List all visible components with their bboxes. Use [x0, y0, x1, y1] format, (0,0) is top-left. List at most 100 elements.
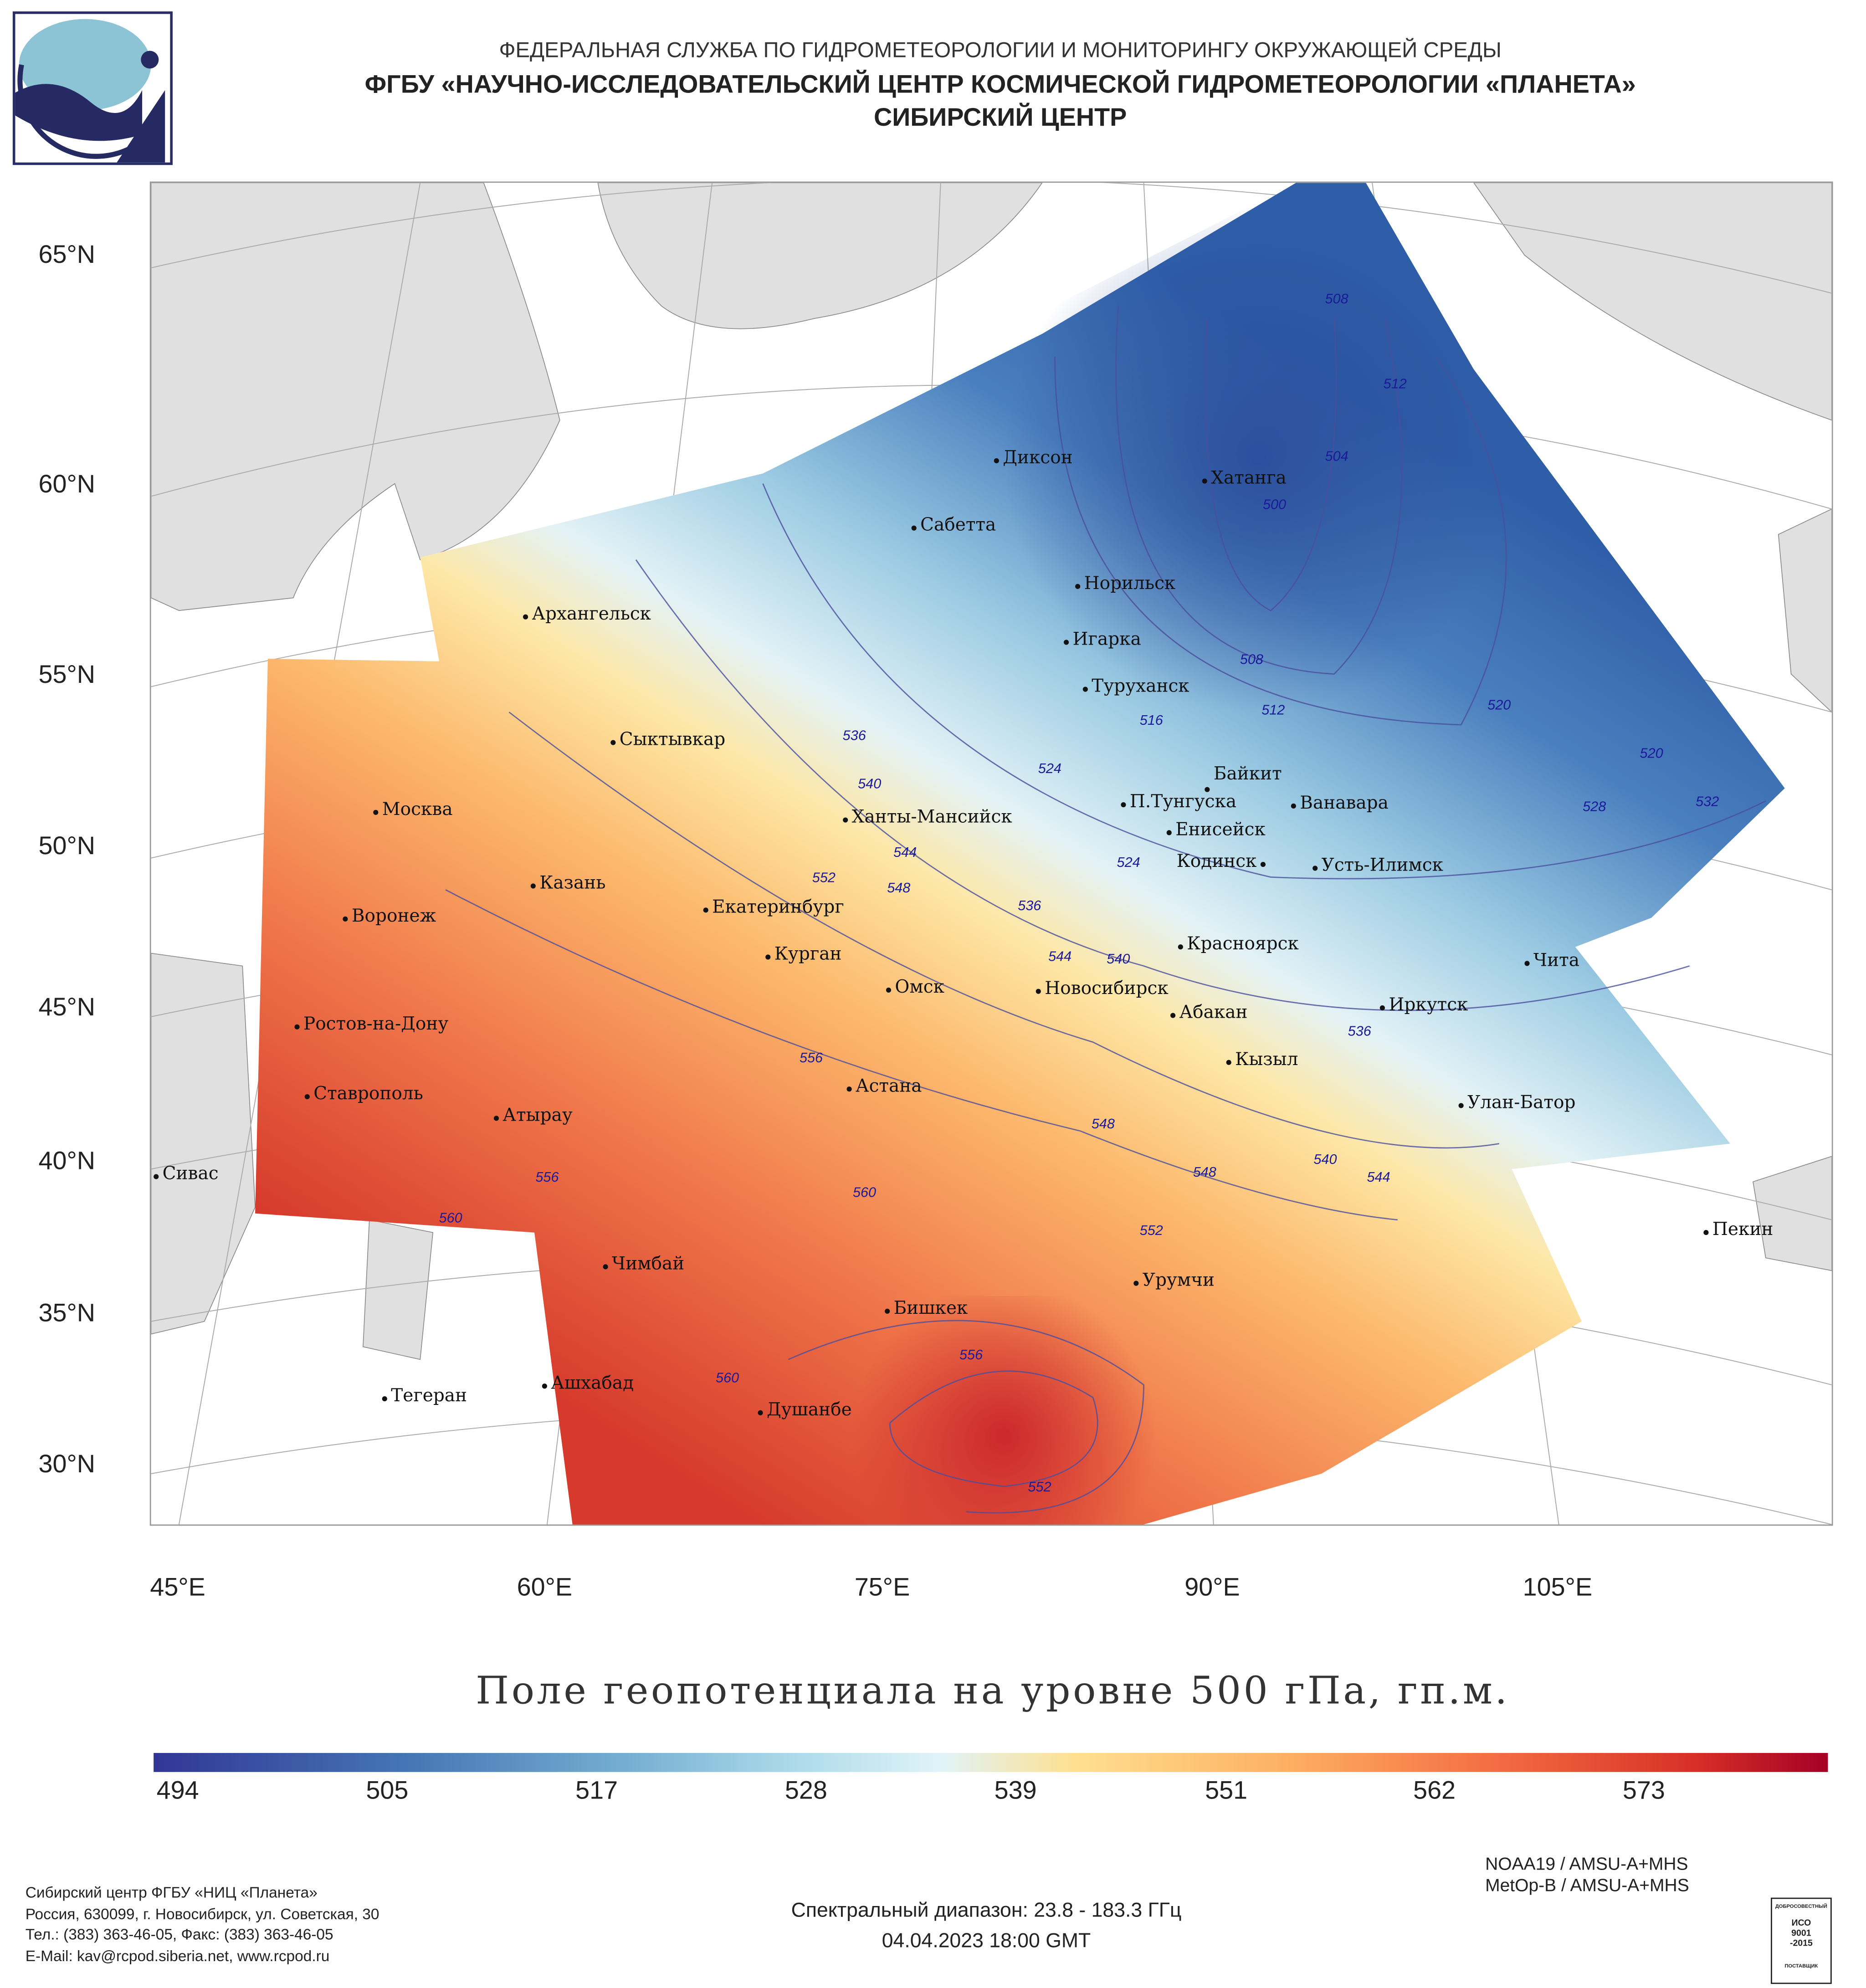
city-label: Ханты-Мансийск	[851, 807, 1012, 828]
planeta-logo	[12, 11, 173, 165]
city-label: Кызыл	[1235, 1050, 1298, 1070]
city-marker	[765, 954, 771, 960]
city-label: Улан-Батор	[1467, 1093, 1576, 1113]
land-masses	[151, 183, 1832, 1360]
lat-label: 35°N	[38, 1300, 95, 1328]
contour-label: 512	[1261, 702, 1285, 718]
colorbar-tick-label: 528	[784, 1777, 827, 1805]
city-marker	[846, 1086, 852, 1092]
city-marker	[1205, 787, 1210, 792]
low-center-shading	[1004, 183, 1588, 789]
lat-label: 60°N	[38, 471, 95, 499]
city-label: Сабетта	[920, 515, 996, 536]
city-marker	[1166, 830, 1172, 835]
contour-label: 500	[1263, 497, 1286, 512]
city-marker	[1379, 1005, 1385, 1010]
city-label: Казань	[539, 873, 606, 894]
lat-label: 40°N	[38, 1147, 95, 1176]
city-label: Норильск	[1084, 574, 1176, 594]
colorbar-tick-label: 562	[1413, 1777, 1456, 1805]
city-marker	[610, 740, 616, 745]
colorbar-tick-label: 551	[1205, 1777, 1248, 1805]
contour-label: 552	[1028, 1479, 1051, 1495]
city-label: Урумчи	[1142, 1271, 1215, 1291]
city-label: Воронеж	[351, 906, 436, 927]
city-marker	[1202, 478, 1207, 484]
contour-label: 540	[1313, 1152, 1337, 1167]
city-label: Иркутск	[1389, 995, 1468, 1016]
city-marker	[911, 525, 917, 531]
organization-contacts: Сибирский центр ФГБУ «НИЦ «Планета» Росс…	[26, 1882, 379, 1966]
colorbar-tick-label: 517	[575, 1777, 618, 1805]
contour-label: 548	[1193, 1164, 1216, 1180]
contour-label: 536	[1348, 1024, 1372, 1039]
high-center-shading	[763, 1296, 1271, 1525]
city-marker	[1036, 989, 1041, 994]
contour-label: 560	[439, 1210, 462, 1225]
city-marker	[1703, 1230, 1709, 1235]
colorbar-tick-label: 539	[994, 1777, 1037, 1805]
contour-label: 540	[858, 776, 881, 791]
contour-label: 520	[1640, 745, 1663, 761]
lat-label: 65°N	[38, 241, 95, 269]
lat-label: 50°N	[38, 832, 95, 861]
city-label: Москва	[382, 799, 453, 820]
city-marker	[1075, 584, 1081, 589]
city-marker	[493, 1116, 499, 1121]
city-marker	[304, 1094, 310, 1100]
contour-label: 536	[1018, 898, 1041, 913]
lon-label: 90°E	[1184, 1574, 1240, 1602]
city-marker	[1170, 1013, 1176, 1018]
city-marker	[1064, 640, 1069, 645]
city-label: Тегеран	[391, 1386, 467, 1407]
city-marker	[1133, 1281, 1139, 1286]
city-label: Красноярск	[1187, 934, 1299, 955]
city-label: Кодинск	[1176, 851, 1257, 872]
city-label: Чита	[1533, 951, 1579, 971]
city-marker	[382, 1396, 387, 1402]
header-center: СИБИРСКИЙ ЦЕНТР	[873, 104, 1127, 132]
spectral-range: Спектральный диапазон: 23.8 - 183.3 ГГц	[791, 1900, 1182, 1922]
contour-label: 516	[1140, 712, 1164, 728]
org-phone: Тел.: (383) 363-46-05, Факс: (383) 363-4…	[25, 1925, 333, 1943]
lat-label: 45°N	[38, 994, 95, 1022]
city-label: Сыктывкар	[619, 730, 726, 750]
city-label: Екатеринбург	[712, 897, 844, 918]
colorbar-tick-label: 494	[156, 1777, 199, 1805]
city-marker	[154, 1174, 159, 1179]
contour-label: 544	[1048, 948, 1071, 964]
colorbar	[154, 1753, 1828, 1772]
observation-datetime: 04.04.2023 18:00 GMT	[882, 1931, 1091, 1952]
contour-label: 524	[1038, 761, 1061, 776]
contour-label: 552	[1140, 1223, 1163, 1238]
city-label: Ростов-на-Дону	[303, 1014, 449, 1035]
contour-label: 556	[535, 1169, 559, 1185]
city-label: Ставрополь	[313, 1084, 423, 1105]
contour-label: 536	[843, 728, 866, 743]
satellite-2: MetOp-B / AMSU-A+MHS	[1485, 1875, 1689, 1896]
contour-label: 512	[1384, 376, 1407, 392]
org-name: Сибирский центр ФГБУ «НИЦ «Планета»	[25, 1884, 318, 1902]
city-marker	[1312, 866, 1318, 871]
lat-label: 30°N	[38, 1450, 95, 1479]
contour-label: 532	[1696, 794, 1719, 809]
contour-label: 508	[1325, 291, 1348, 307]
city-label: Новосибирск	[1045, 979, 1169, 999]
city-label: Хатанга	[1211, 468, 1287, 489]
city-marker	[886, 987, 892, 993]
contour-label: 560	[716, 1370, 739, 1385]
header-organization: ФГБУ «НАУЧНО-ИССЛЕДОВАТЕЛЬСКИЙ ЦЕНТР КОС…	[364, 71, 1636, 99]
city-label: Ванавара	[1300, 793, 1389, 814]
contour-label: 556	[800, 1050, 823, 1066]
contour-label: 528	[1583, 799, 1606, 815]
map-canvas: 508 512 504 500 508 512 520 516 524 536 540 544 548 5…	[151, 183, 1832, 1525]
map-title: Поле геопотенциала на уровне 500 гПа, гп…	[476, 1669, 1510, 1714]
lon-label: 105°E	[1523, 1574, 1593, 1602]
lon-label: 45°E	[150, 1574, 205, 1602]
satellite-1: NOAA19 / AMSU-A+MHS	[1485, 1853, 1688, 1874]
contour-label: 508	[1240, 651, 1263, 667]
contour-label: 560	[853, 1185, 876, 1200]
city-marker	[373, 810, 379, 815]
city-label: Бишкек	[893, 1298, 968, 1319]
city-marker	[603, 1264, 608, 1270]
